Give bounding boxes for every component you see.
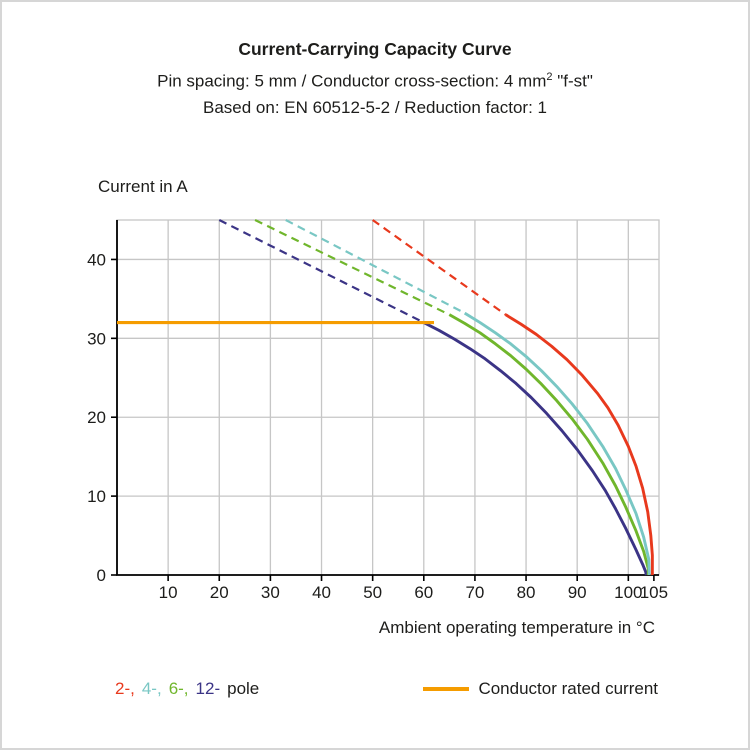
x-tick-label: 20 — [210, 583, 229, 602]
y-tick-label: 40 — [87, 250, 106, 269]
series-solid-12-pole — [423, 321, 648, 576]
chart-subtitle: Pin spacing: 5 mm / Conductor cross-sect… — [2, 64, 748, 95]
y-tick-label: 0 — [97, 566, 106, 585]
pole-legend-item: pole — [227, 679, 260, 698]
subtitle-superscript: 2 — [546, 71, 553, 83]
series-solid-4-pole — [463, 311, 651, 576]
legend-row: 2-, 4-, 6-, 12- pole Conductor rated current — [115, 679, 658, 699]
y-tick-label: 30 — [87, 329, 106, 348]
rated-current-label: Conductor rated current — [478, 679, 658, 698]
x-tick-label: 80 — [517, 583, 536, 602]
axes — [116, 220, 659, 576]
series-dashed-6-pole — [254, 219, 450, 316]
y-axis-title: Current in A — [98, 177, 188, 196]
rated-current-line-swatch — [423, 687, 470, 691]
series-dashed-2-pole — [372, 219, 507, 316]
x-tick-label: 10 — [159, 583, 178, 602]
y-tick-label: 20 — [87, 408, 106, 427]
series-dashed-4-pole — [285, 219, 466, 315]
x-tick-label: 105 — [640, 583, 668, 602]
x-tick-label: 60 — [414, 583, 433, 602]
x-tick-label: 70 — [465, 583, 484, 602]
pole-legend-item: 6-, — [168, 679, 189, 698]
subtitle-suffix: "f-st" — [552, 71, 593, 91]
x-tick-label: 40 — [312, 583, 331, 602]
series-dashed-12-pole — [218, 219, 425, 324]
x-tick-label: 30 — [261, 583, 280, 602]
x-axis-title: Ambient operating temperature in °C — [378, 618, 655, 637]
subtitle-prefix: Pin spacing: 5 mm / Conductor cross-sect… — [157, 71, 547, 91]
pole-legend: 2-, 4-, 6-, 12- pole — [115, 679, 266, 699]
x-tick-label: 100 — [614, 583, 642, 602]
pole-legend-item: 12- — [195, 679, 221, 698]
chart-title: Current-Carrying Capacity Curve — [238, 39, 512, 59]
chart-area: 10 20 30 40 50 60 70 80 90 100 105 0 10 20 30 40 — [62, 208, 674, 604]
x-tick-label: 90 — [568, 583, 587, 602]
rated-current-legend: Conductor rated current — [423, 679, 658, 699]
series-solid-6-pole — [448, 313, 650, 575]
pole-legend-item: 2-, — [115, 679, 135, 698]
x-tick-label: 50 — [363, 583, 382, 602]
chart-basis-line: Based on: EN 60512-5-2 / Reduction facto… — [203, 97, 547, 117]
series-solid-2-pole — [504, 313, 654, 575]
title-block: Current-Carrying Capacity Curve Pin spac… — [2, 36, 748, 121]
y-tick-label: 10 — [87, 487, 106, 506]
pole-legend-item: 4-, — [141, 679, 162, 698]
